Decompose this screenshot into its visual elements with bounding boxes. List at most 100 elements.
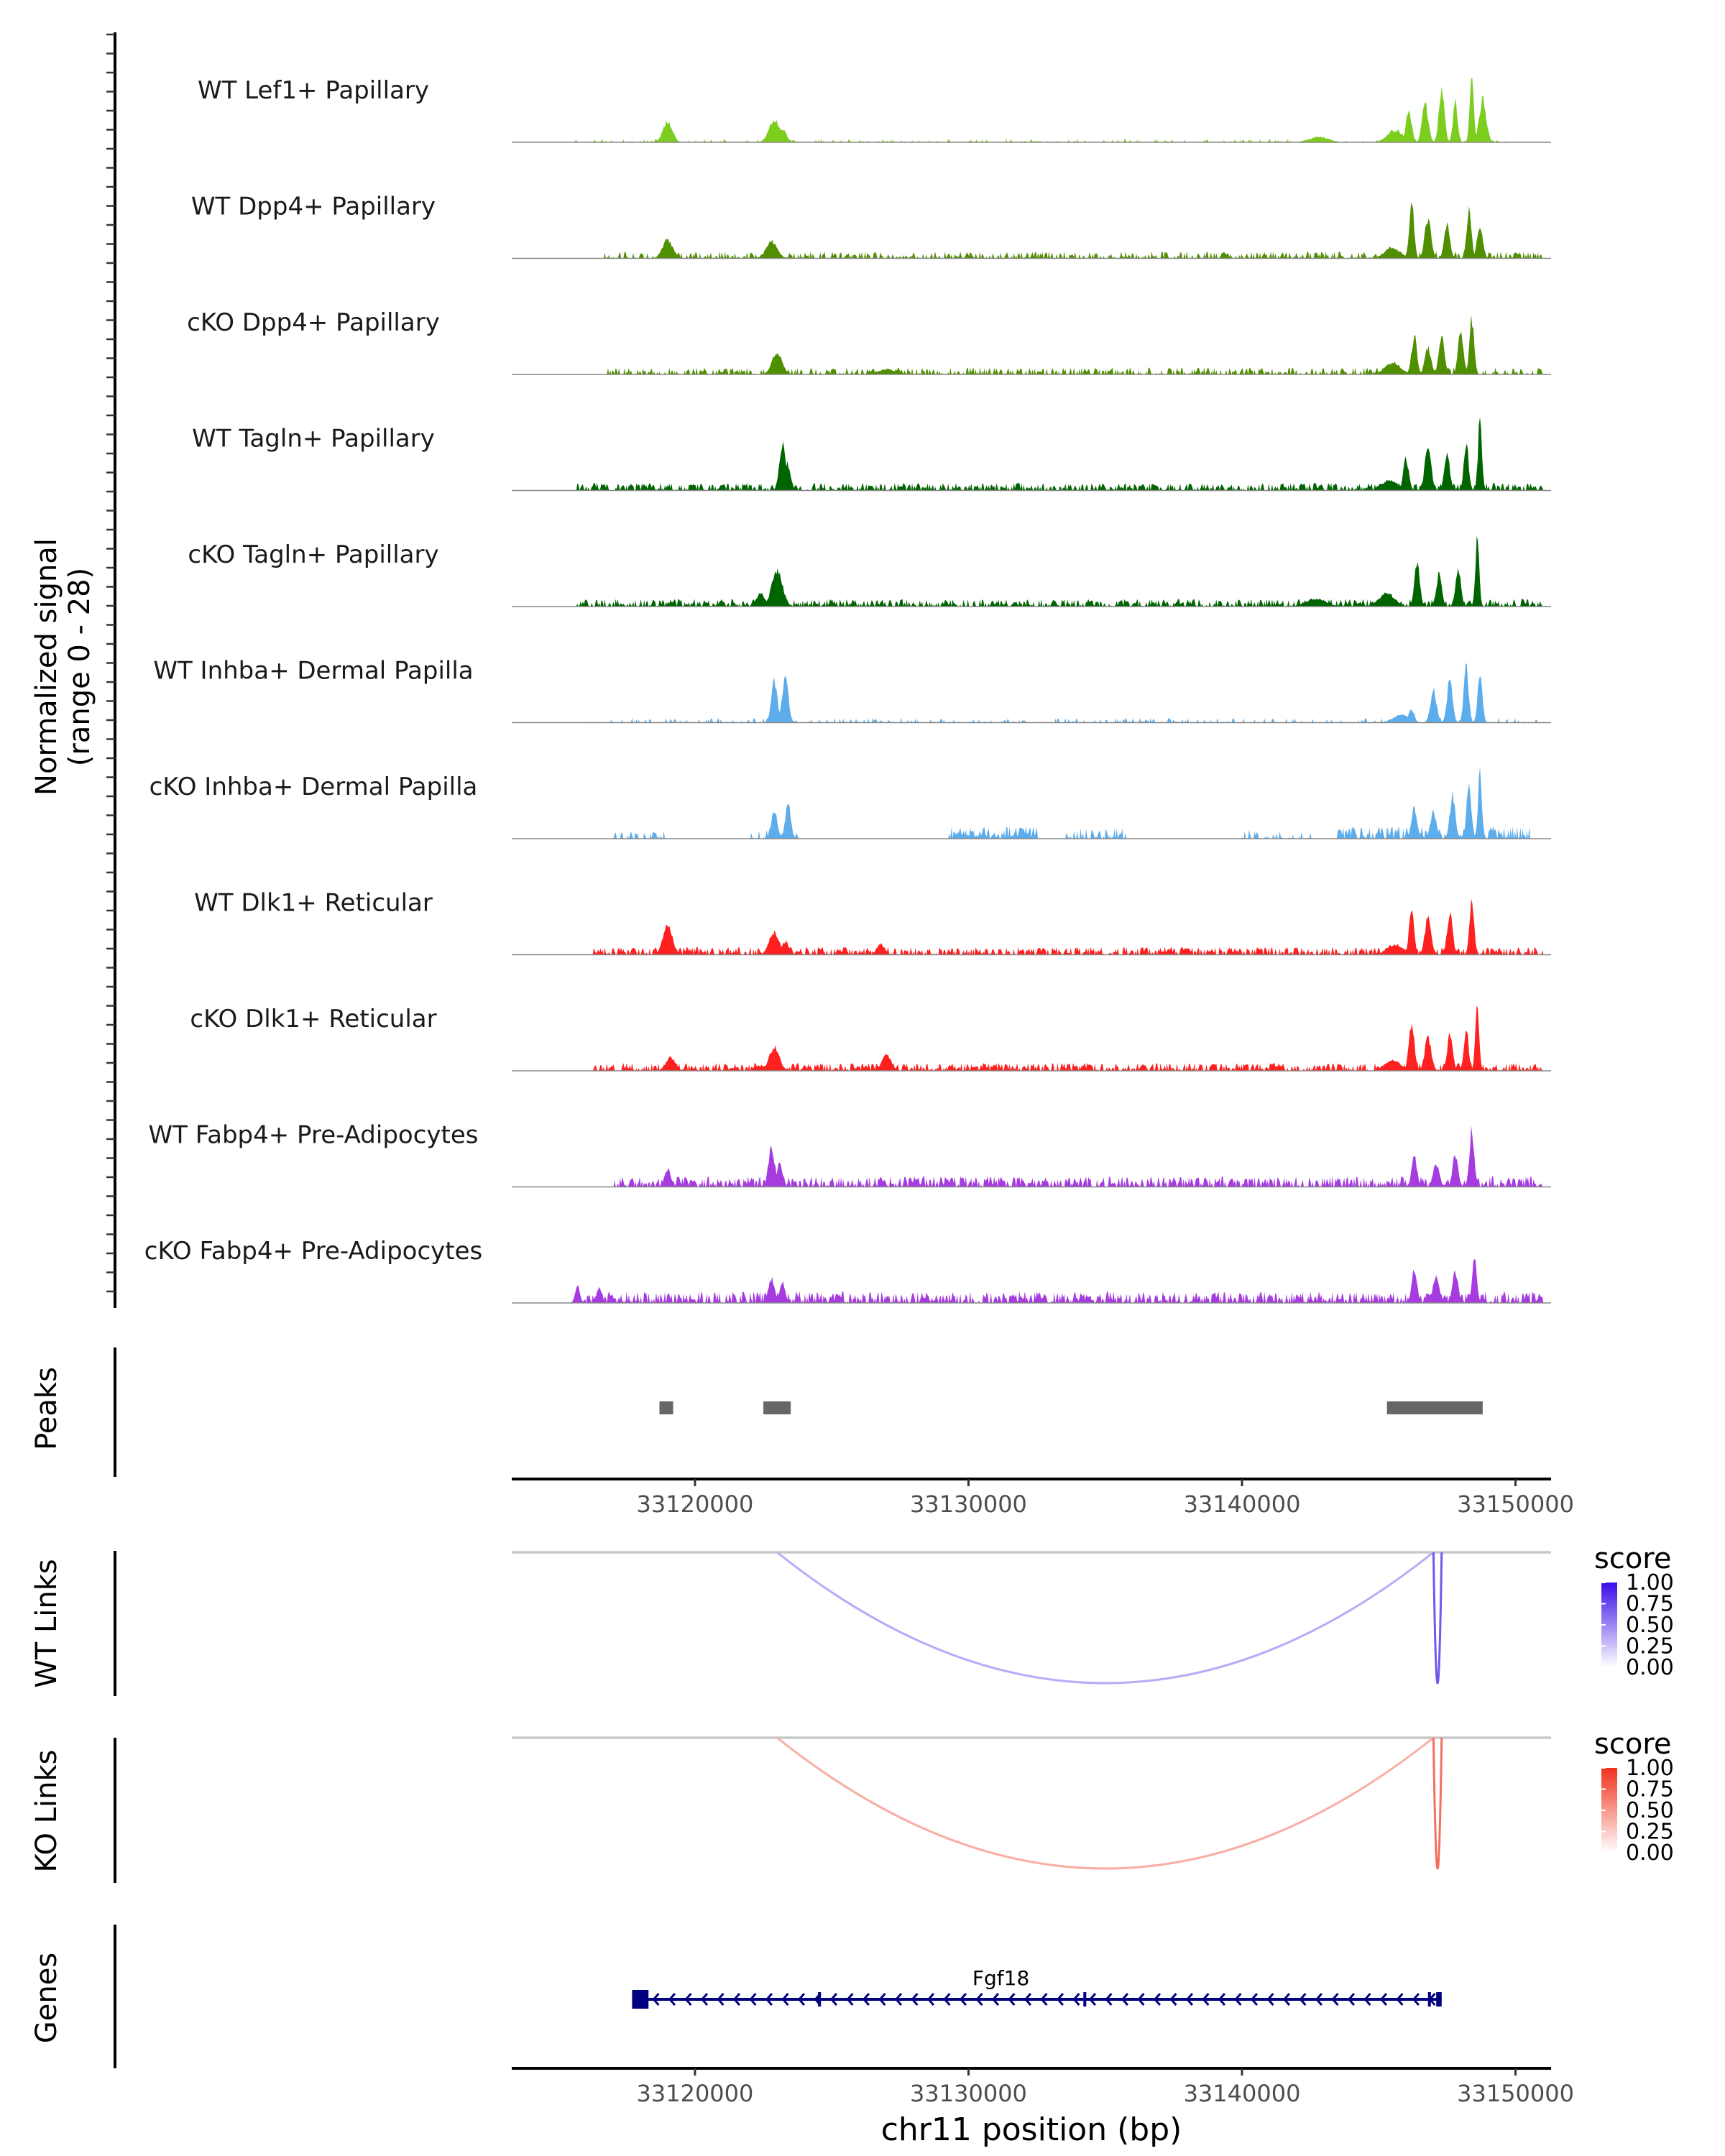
coverage-track-9: cKO Dlk1+ Reticular: [190, 1005, 1551, 1072]
x-axis-title: chr11 position (bp): [881, 2111, 1182, 2148]
gene-strand-arrow: [1315, 1993, 1323, 2006]
gene-exon: [1083, 1992, 1087, 2007]
legend-tick-label: 0.75: [1626, 1592, 1674, 1617]
gene-strand-arrow: [1024, 1993, 1032, 2006]
gene-strand-arrow: [1412, 1993, 1420, 2006]
coverage-track-8: WT Dlk1+ Reticular: [194, 889, 1551, 956]
gene-strand-arrow: [1169, 1993, 1177, 2006]
peaks-panel-label: Peaks: [30, 1367, 63, 1450]
gene-strand-arrow: [749, 1993, 757, 2006]
coverage-track-label: WT Tagln+ Papillary: [192, 425, 435, 453]
ko-links-label: KO Links: [30, 1750, 63, 1873]
gene-strand-arrow: [911, 1993, 919, 2006]
gene-strand-arrow: [700, 1993, 709, 2006]
link-arc: [776, 1736, 1435, 1870]
gene-name-label: Fgf18: [972, 1966, 1029, 1990]
coverage-track-11: cKO Fabp4+ Pre-Adipocytes: [144, 1237, 1551, 1304]
gene-strand-arrow: [1040, 1993, 1048, 2006]
gene-strand-arrow: [684, 1993, 692, 2006]
gene-strand-arrow: [717, 1993, 724, 2006]
gene-strand-arrow: [765, 1993, 773, 2006]
legend-tick-label: 0.50: [1626, 1613, 1674, 1638]
gene-strand-arrow: [975, 1993, 983, 2006]
gene-strand-arrow: [797, 1993, 806, 2006]
peak-region: [659, 1401, 673, 1414]
gene-strand-arrow: [1008, 1993, 1016, 2006]
genes-panel-label: Genes: [30, 1953, 63, 2043]
legend-tick-label: 0.00: [1626, 1841, 1674, 1866]
coverage-signal-area: [512, 663, 1551, 723]
coverage-signal-area: [512, 1258, 1551, 1303]
x-axis-ticks-bottom: 33120000 33130000 33140000 33150000: [637, 2068, 1574, 2107]
peak-region: [763, 1401, 791, 1414]
coverage-track-6: WT Inhba+ Dermal Papilla: [153, 657, 1551, 724]
gene-strand-arrow: [1396, 1993, 1404, 2006]
gene-strand-arrow: [668, 1993, 676, 2006]
legend-tick-label: 0.75: [1626, 1777, 1674, 1802]
link-arc: [1432, 1737, 1443, 1870]
gene-strand-arrow: [732, 1993, 741, 2006]
gene-strand-arrow: [1056, 1993, 1064, 2006]
gene-strand-arrow: [1202, 1993, 1210, 2006]
coverage-track-label: cKO Inhba+ Dermal Papilla: [150, 773, 478, 801]
x-axis-tick-label: 33130000: [910, 1491, 1027, 1518]
gene-strand-arrow: [1234, 1993, 1242, 2006]
gene-exon: [1427, 1992, 1431, 2007]
gene-strand-arrow: [1121, 1993, 1129, 2006]
coverage-track-label: cKO Dpp4+ Papillary: [187, 308, 440, 337]
gene-strand-arrow: [1072, 1993, 1080, 2006]
gene-strand-arrow: [991, 1993, 1000, 2006]
gene-strand-arrow: [1266, 1993, 1274, 2006]
coverage-signal-area: [512, 1005, 1551, 1071]
coverage-signal-area: [512, 767, 1551, 839]
legend-tick-label: 1.00: [1626, 1570, 1674, 1595]
coverage-signal-area: [512, 78, 1551, 142]
ko-links-arcs: [512, 1736, 1551, 1870]
gene-strand-arrow: [1218, 1993, 1226, 2006]
legend-tick-label: 0.25: [1626, 1820, 1674, 1845]
gene-exon: [818, 1992, 822, 2007]
gene-strand-arrow: [1282, 1993, 1291, 2006]
gene-strand-arrow: [1137, 1993, 1145, 2006]
legend-title: score: [1594, 1728, 1671, 1761]
coverage-track-7: cKO Inhba+ Dermal Papilla: [150, 767, 1551, 839]
x-axis-tick-label: 33130000: [910, 2080, 1027, 2107]
coverage-signal-area: [512, 1125, 1551, 1187]
gene-strand-arrow: [1347, 1993, 1356, 2006]
x-axis-tick-label: 33120000: [637, 1491, 754, 1518]
gene-strand-arrow: [1250, 1993, 1259, 2006]
gene-strand-arrow: [894, 1993, 903, 2006]
coverage-y-label-line1: Normalized signal: [30, 538, 63, 796]
coverage-y-label-line2: (range 0 - 28): [63, 568, 96, 766]
coverage-track-10: WT Fabp4+ Pre-Adipocytes: [149, 1121, 1551, 1188]
coverage-signal-area: [512, 898, 1551, 955]
x-axis-ticks-top: 33120000 33130000 33140000 33150000: [637, 1479, 1574, 1518]
coverage-y-axis: [106, 32, 116, 1308]
coverage-track-label: cKO Dlk1+ Reticular: [190, 1005, 436, 1033]
coverage-signal-area: [512, 203, 1551, 259]
gene-strand-arrow: [1331, 1993, 1339, 2006]
x-axis-tick-label: 33140000: [1184, 2080, 1301, 2107]
gene-exon: [632, 1990, 649, 2009]
coverage-track-5: cKO Tagln+ Papillary: [188, 535, 1551, 607]
gene-strand-arrow: [781, 1993, 789, 2006]
coverage-track-4: WT Tagln+ Papillary: [192, 417, 1551, 492]
gene-strand-arrow: [1379, 1993, 1388, 2006]
coverage-signal-area: [512, 314, 1551, 374]
legend-tick-label: 1.00: [1626, 1756, 1674, 1781]
coverage-track-label: cKO Fabp4+ Pre-Adipocytes: [144, 1237, 483, 1266]
gene-strand-arrow: [652, 1993, 660, 2006]
peak-region: [1386, 1401, 1483, 1414]
peak-regions: [659, 1401, 1483, 1414]
gene-strand-arrow: [926, 1993, 935, 2006]
x-axis-tick-label: 33150000: [1457, 2080, 1574, 2107]
gene-strand-arrow: [1088, 1993, 1097, 2006]
coverage-track-1: WT Lef1+ Papillary: [198, 76, 1551, 143]
legend-tick-label: 0.00: [1626, 1655, 1674, 1680]
coverage-track-3: cKO Dpp4+ Papillary: [187, 308, 1551, 375]
coverage-signal-area: [512, 417, 1551, 491]
x-axis-tick-label: 33150000: [1457, 1491, 1574, 1518]
gene-strand-arrow: [846, 1993, 854, 2006]
coverage-tracks: WT Lef1+ Papillary WT Dpp4+ Papillary cKO …: [144, 76, 1551, 1304]
